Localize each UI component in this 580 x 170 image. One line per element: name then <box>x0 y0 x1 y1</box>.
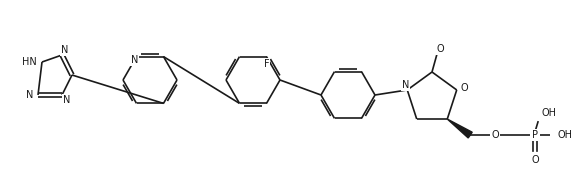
Text: N: N <box>26 90 33 100</box>
Text: OH: OH <box>541 108 556 118</box>
Text: N: N <box>63 95 71 105</box>
Text: N: N <box>131 55 138 65</box>
Text: F: F <box>264 59 269 69</box>
Text: N: N <box>401 80 409 90</box>
Text: P: P <box>532 130 538 140</box>
Text: O: O <box>531 155 539 165</box>
Polygon shape <box>447 119 472 138</box>
Text: O: O <box>461 83 469 93</box>
Text: O: O <box>491 130 499 140</box>
Text: N: N <box>61 45 68 55</box>
Text: HN: HN <box>22 57 37 67</box>
Text: O: O <box>436 44 444 54</box>
Text: OH: OH <box>557 130 572 140</box>
